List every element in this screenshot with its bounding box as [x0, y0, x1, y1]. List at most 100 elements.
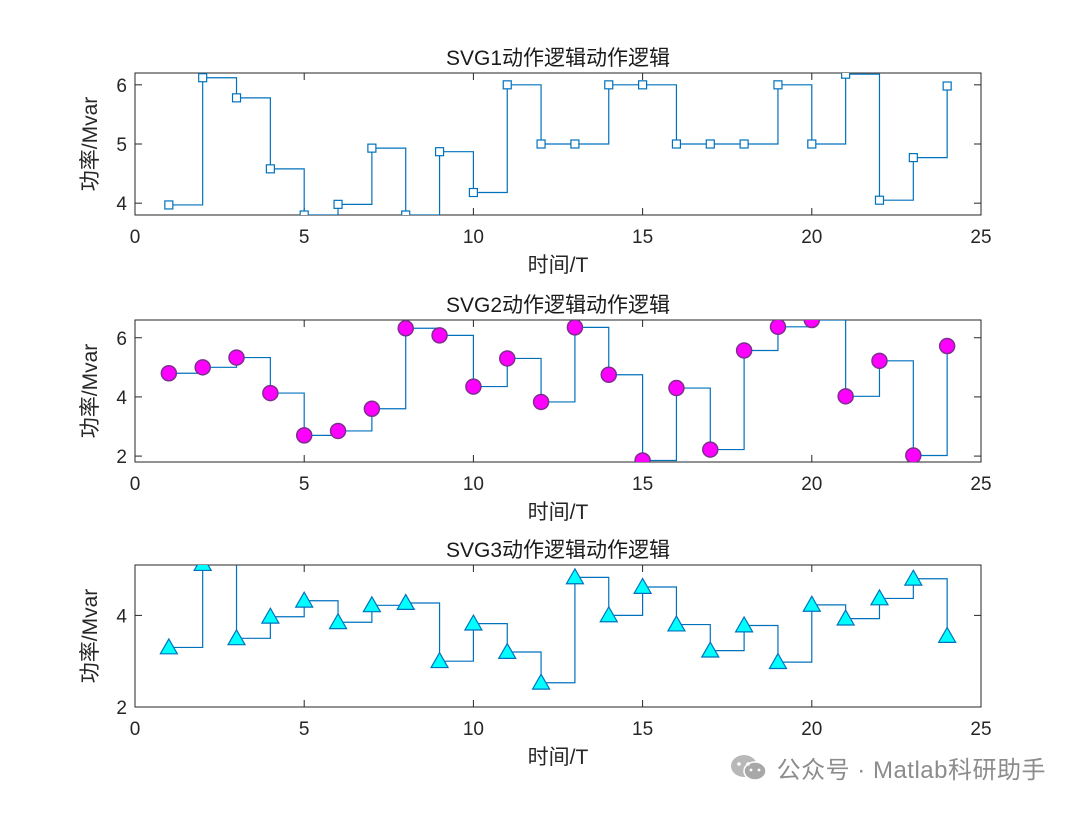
data-point — [600, 366, 618, 383]
data-point — [260, 607, 280, 624]
x-tick-label: 10 — [463, 227, 484, 248]
series-step-line — [168, 73, 948, 215]
data-point — [401, 210, 411, 215]
data-point — [498, 350, 516, 367]
data-point — [671, 139, 682, 149]
y-tick-label: 2 — [116, 698, 127, 719]
data-point — [768, 652, 788, 670]
data-point — [164, 200, 174, 210]
x-axis-label: 时间/T — [528, 501, 589, 524]
data-point — [938, 337, 956, 355]
x-tick-label: 5 — [299, 719, 310, 740]
data-point — [734, 615, 754, 633]
data-point — [739, 139, 749, 149]
data-point — [604, 80, 614, 90]
data-point — [903, 569, 923, 586]
chart-title: SVG1动作逻辑动作逻辑 — [446, 47, 670, 70]
data-point — [531, 673, 551, 690]
data-point — [226, 628, 247, 646]
data-point — [908, 153, 918, 163]
x-tick-label: 0 — [130, 474, 141, 495]
data-point — [265, 164, 275, 174]
x-axis-label: 时间/T — [528, 746, 589, 769]
data-point — [434, 147, 445, 157]
data-point — [871, 352, 888, 370]
chart-title: SVG3动作逻辑动作逻辑 — [446, 539, 670, 562]
data-point — [841, 73, 851, 79]
data-point — [565, 567, 585, 585]
x-tick-label: 0 — [130, 719, 141, 740]
data-point — [463, 613, 483, 631]
data-point — [497, 642, 517, 660]
y-tick-label: 4 — [116, 388, 127, 409]
x-tick-label: 20 — [801, 719, 822, 740]
data-point — [942, 81, 952, 91]
watermark-text: 公众号 · Matlab科研助手 — [776, 757, 1046, 784]
x-tick-label: 25 — [970, 719, 991, 740]
x-tick-label: 10 — [463, 474, 484, 495]
data-point — [431, 327, 448, 344]
data-point — [735, 342, 753, 359]
data-point — [874, 195, 885, 205]
y-axis-label: 功率/Mvar — [79, 344, 102, 439]
axes-box — [134, 319, 982, 463]
data-point — [295, 427, 313, 444]
data-point — [231, 93, 242, 103]
data-point — [468, 187, 478, 198]
data-point — [668, 379, 685, 397]
data-point — [363, 400, 381, 417]
data-point — [836, 608, 856, 626]
data-point — [536, 139, 546, 149]
x-tick-label: 15 — [632, 227, 653, 248]
data-point — [666, 614, 686, 632]
data-point — [465, 378, 482, 395]
x-tick-label: 25 — [970, 474, 991, 495]
data-point — [299, 210, 309, 215]
wechat-icon — [730, 754, 767, 781]
x-tick-label: 20 — [801, 474, 822, 495]
data-point — [193, 565, 213, 572]
data-point — [367, 143, 377, 153]
data-point — [705, 139, 715, 149]
data-point — [566, 320, 584, 336]
data-point — [937, 626, 957, 643]
x-tick-label: 5 — [299, 474, 310, 495]
y-tick-label: 5 — [116, 135, 127, 156]
series-step-line — [168, 320, 948, 462]
y-axis-label: 功率/Mvar — [79, 589, 102, 684]
y-tick-label: 6 — [116, 329, 127, 350]
data-point — [502, 80, 512, 90]
data-point — [160, 365, 178, 382]
chart-title: SVG2动作逻辑动作逻辑 — [446, 294, 670, 317]
y-axis-label: 功率/Mvar — [79, 97, 102, 192]
data-point — [769, 320, 787, 336]
data-point — [869, 588, 890, 606]
x-tick-label: 25 — [970, 227, 991, 248]
data-point — [807, 139, 817, 149]
data-point — [397, 320, 414, 337]
data-point — [333, 199, 343, 209]
data-point — [570, 139, 580, 149]
x-axis-label: 时间/T — [528, 254, 589, 277]
data-point — [837, 388, 854, 405]
data-point — [329, 422, 347, 440]
data-point — [633, 577, 653, 594]
y-tick-label: 2 — [116, 447, 127, 468]
data-point — [532, 393, 550, 411]
series-group — [160, 320, 956, 462]
y-tick-label: 6 — [116, 76, 127, 97]
data-point — [803, 320, 821, 329]
data-point — [362, 595, 382, 613]
data-point — [198, 73, 208, 83]
data-point — [294, 591, 314, 608]
y-tick-label: 4 — [116, 606, 127, 627]
data-point — [228, 349, 245, 366]
data-point — [773, 80, 783, 90]
series-group — [164, 73, 952, 215]
data-point — [634, 452, 651, 462]
data-point — [430, 651, 450, 669]
